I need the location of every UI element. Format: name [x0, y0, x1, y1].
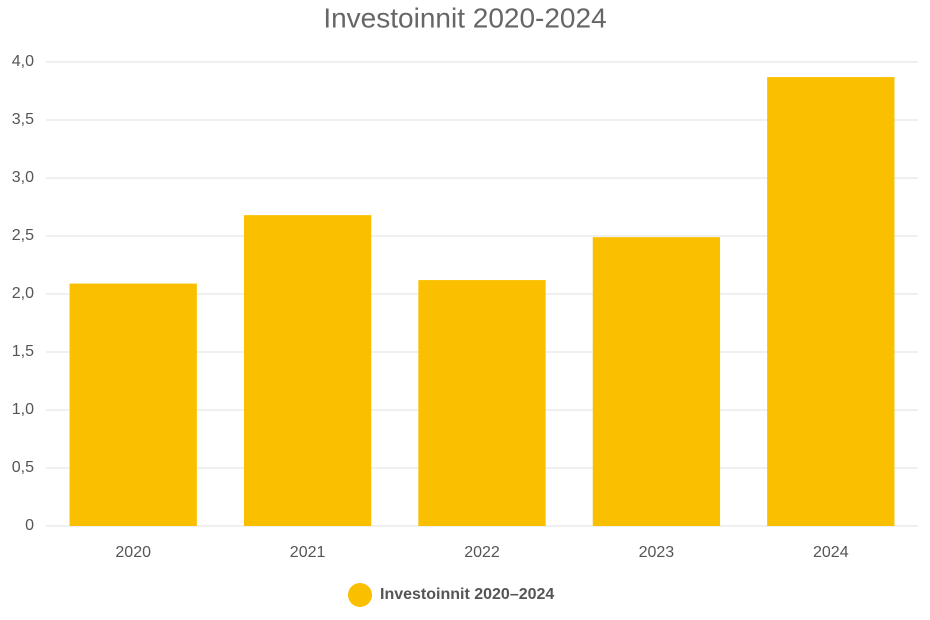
- legend-marker: [348, 583, 372, 607]
- x-tick-label: 2020: [115, 544, 151, 561]
- bar: [418, 280, 546, 526]
- y-tick-label: 3,5: [12, 111, 34, 128]
- bar: [767, 77, 895, 526]
- y-tick-label: 2,5: [12, 227, 34, 244]
- y-tick-label: 1,0: [12, 401, 34, 418]
- x-tick-label: 2022: [464, 544, 500, 561]
- y-tick-label: 0,5: [12, 459, 34, 476]
- bar: [243, 215, 372, 526]
- chart-title: Investoinnit 2020-2024: [323, 2, 606, 33]
- y-tick-label: 1,5: [12, 343, 34, 360]
- y-tick-label: 3,0: [12, 169, 34, 186]
- y-tick-label: 2,0: [12, 285, 34, 302]
- y-tick-label: 0: [25, 517, 34, 534]
- y-tick-label: 4,0: [12, 53, 34, 70]
- bar: [69, 283, 197, 526]
- bar: [592, 237, 721, 526]
- x-tick-label: 2023: [639, 544, 675, 561]
- legend-label: Investoinnit 2020–2024: [380, 586, 554, 603]
- x-tick-label: 2021: [290, 544, 326, 561]
- x-tick-label: 2024: [813, 544, 849, 561]
